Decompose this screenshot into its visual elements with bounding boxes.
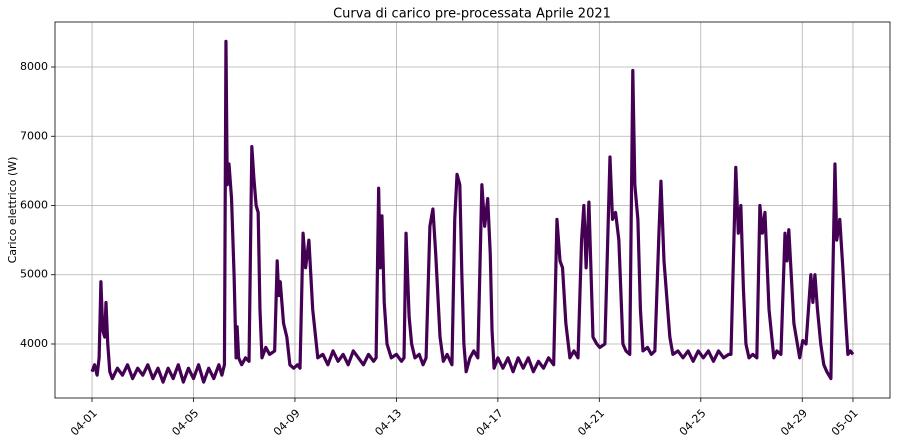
y-tick-label: 5000 <box>20 268 48 281</box>
y-axis-label: Carico elettrico (W) <box>6 157 19 264</box>
x-tick-label: 05-01 <box>829 407 861 439</box>
y-tick-label: 4000 <box>20 337 48 350</box>
x-tick-label: 04-25 <box>677 407 709 439</box>
x-tick-label: 04-17 <box>474 407 506 439</box>
y-tick-label: 7000 <box>20 129 48 142</box>
y-tick-label: 8000 <box>20 60 48 73</box>
x-tick-label: 04-29 <box>778 407 810 439</box>
load-line <box>90 39 855 384</box>
x-tick-label: 04-13 <box>372 407 404 439</box>
chart-title: Curva di carico pre-processata Aprile 20… <box>333 7 611 22</box>
x-tick-label: 04-09 <box>271 407 303 439</box>
plot-frame <box>54 21 891 399</box>
x-tick-label: 04-21 <box>575 407 607 439</box>
x-tick-label: 04-01 <box>68 407 100 439</box>
y-tick-label: 6000 <box>20 198 48 211</box>
x-tick-label: 04-05 <box>169 407 201 439</box>
